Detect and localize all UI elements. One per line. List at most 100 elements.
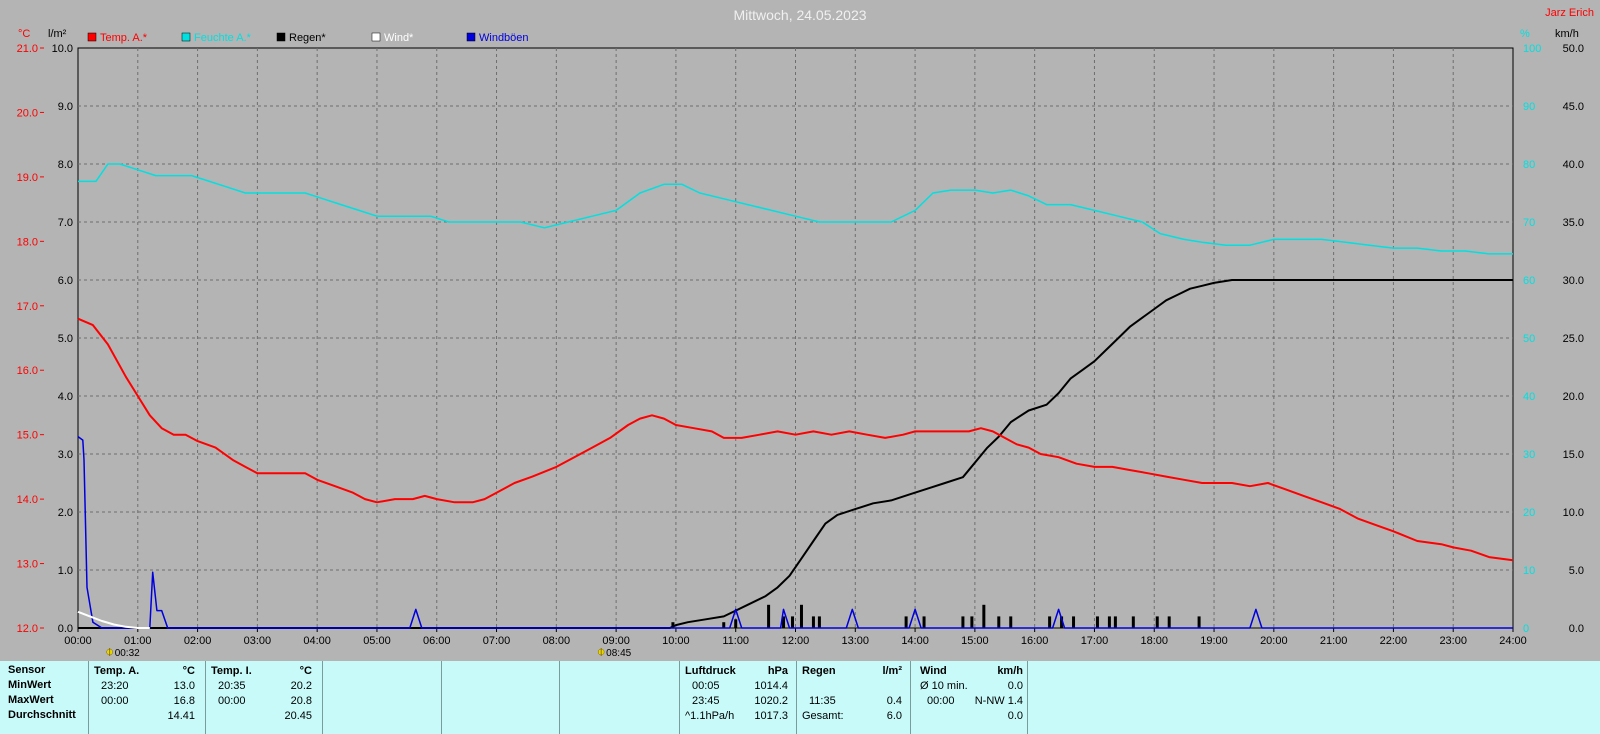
rain-tick-label: 8.0 — [58, 159, 73, 171]
temp-a-max: 16.8 — [173, 695, 195, 707]
sunset-icon — [597, 648, 605, 656]
humidity-tick-label: 60 — [1523, 275, 1535, 287]
empty-column-1 — [323, 661, 442, 734]
rain-bar — [1155, 616, 1159, 628]
unit-temp: °C — [18, 28, 30, 40]
wind-unit: km/h — [997, 665, 1023, 677]
wind-tick-label: 10.0 — [1563, 507, 1584, 519]
y-axis-rain: 0.0 1.0 2.0 3.0 4.0 5.0 6.0 7.0 8.0 9.0 10.0 — [52, 43, 73, 635]
humidity-tick-label: 50 — [1523, 333, 1535, 345]
pressure-max: 1020.2 — [754, 695, 788, 707]
temp-i-header: Temp. I. — [211, 665, 252, 677]
stats-table: Sensor MinWert MaxWert Durchschnitt Temp… — [0, 661, 1600, 734]
rain-bar — [1113, 616, 1117, 628]
rain-bar — [1107, 616, 1111, 628]
station-name: Jarz Erich — [1545, 7, 1594, 19]
y-axis-temp: 12.0 13.0 14.0 15.0 16.0 17.0 18.0 19.0 20.0 21.0 — [17, 43, 44, 635]
rain-bar — [817, 616, 821, 628]
x-tick-label: 21:00 — [1320, 635, 1348, 647]
rain-total-label: Gesamt: — [802, 710, 844, 722]
temp-tick-label: 14.0 — [17, 494, 38, 506]
series-line-4 — [77, 435, 1513, 629]
rain-column: Regen l/m² 11:35 0.4 Gesamt: 6.0 — [797, 661, 911, 734]
legend-label: Temp. A.* — [100, 32, 148, 44]
temp-i-max-time: 00:00 — [218, 695, 246, 707]
rain-bar — [1167, 616, 1171, 628]
temp-a-header: Temp. A. — [94, 665, 140, 677]
series-line-3 — [77, 610, 150, 629]
series-lines — [77, 163, 1514, 629]
rain-bar — [1072, 616, 1076, 628]
humidity-tick-label: 10 — [1523, 565, 1535, 577]
y-axis-wind: 0.0 5.0 10.0 15.0 20.0 25.0 30.0 35.0 40.0 45.0 50… — [1563, 43, 1584, 635]
pressure-max-time: 23:45 — [692, 695, 720, 707]
series-line-2 — [78, 279, 1513, 629]
rain-bar — [970, 616, 974, 628]
legend-label: Wind* — [384, 32, 414, 44]
x-tick-label: 08:00 — [543, 635, 571, 647]
legend-label: Windböen — [479, 32, 529, 44]
legend-label: Regen* — [289, 32, 326, 44]
x-tick-label: 10:00 — [662, 635, 690, 647]
x-tick-label: 02:00 — [184, 635, 212, 647]
rain-unit: l/m² — [882, 665, 902, 677]
pressure-min: 1014.4 — [754, 680, 788, 692]
wind-tick-label: 50.0 — [1563, 43, 1584, 55]
weather-chart: 12.0 13.0 14.0 15.0 16.0 17.0 18.0 19.0 20.0 21.0… — [16, 7, 1594, 659]
x-tick-label: 04:00 — [303, 635, 331, 647]
rain-bar — [767, 604, 771, 628]
temp-tick-label: 18.0 — [17, 236, 38, 248]
wind-avg-label: Ø 10 min. — [920, 680, 968, 692]
rain-bar — [791, 616, 795, 628]
rain-tick-label: 5.0 — [58, 333, 73, 345]
sun-markers: 00:32 08:45 — [106, 648, 632, 659]
rain-bar — [1095, 616, 1099, 628]
marker-time: 08:45 — [606, 648, 631, 659]
x-tick-label: 07:00 — [483, 635, 511, 647]
rain-bar — [1060, 616, 1064, 628]
pressure-avg: 1017.3 — [754, 710, 788, 722]
rain-bar — [1197, 616, 1201, 628]
legend-swatch — [181, 32, 191, 42]
wind-tick-label: 15.0 — [1563, 449, 1584, 461]
wind-avg: 0.0 — [1007, 680, 1023, 692]
wind-last: 0.0 — [1007, 710, 1023, 722]
wind-tick-label: 30.0 — [1563, 275, 1584, 287]
rain-bar — [904, 616, 908, 628]
x-tick-label: 06:00 — [423, 635, 451, 647]
rain-bar — [922, 616, 926, 628]
sunrise-icon — [106, 648, 113, 656]
rain-tick-label: 0.0 — [58, 623, 73, 635]
temp-i-min-time: 20:35 — [218, 680, 246, 692]
temp-i-avg: 20.45 — [284, 710, 312, 722]
x-tick-label: 05:00 — [363, 635, 391, 647]
temp-i-column: Temp. I. °C 20:35 20.2 00:00 20.8 20.45 — [206, 661, 323, 734]
x-tick-label: 11:00 — [722, 635, 749, 647]
rain-max-time: 11:35 — [809, 695, 836, 707]
x-axis: 00:00 01:00 02:00 03:00 04:00 05:00 06:00 07:00… — [64, 628, 1527, 647]
legend-swatch — [466, 32, 476, 42]
humidity-tick-label: 80 — [1523, 159, 1535, 171]
humidity-tick-label: 90 — [1523, 101, 1535, 113]
rain-bar — [734, 619, 738, 628]
rain-bar — [782, 616, 786, 628]
marker-time: 00:32 — [115, 648, 140, 659]
x-tick-label: 24:00 — [1499, 635, 1527, 647]
temp-tick-label: 15.0 — [17, 430, 38, 442]
x-tick-label: 20:00 — [1260, 635, 1288, 647]
humidity-tick-label: 70 — [1523, 217, 1535, 229]
wind-tick-label: 25.0 — [1563, 333, 1584, 345]
legend-swatch — [371, 32, 381, 42]
x-tick-label: 03:00 — [244, 635, 272, 647]
rain-bar — [982, 604, 986, 628]
legend-label: Feuchte A.* — [194, 32, 252, 44]
temp-a-avg: 14.41 — [167, 710, 195, 722]
temp-tick-label: 21.0 — [17, 43, 38, 55]
wind-tick-label: 20.0 — [1563, 391, 1584, 403]
x-tick-label: 15:00 — [961, 635, 989, 647]
rain-bar — [1131, 616, 1135, 628]
temp-i-unit: °C — [299, 665, 312, 677]
wind-column: Wind km/h Ø 10 min. 0.0 00:00 N-NW 1.4 0… — [911, 661, 1028, 734]
temp-a-min-time: 23:20 — [101, 680, 129, 692]
pressure-header: Luftdruck — [685, 665, 736, 677]
